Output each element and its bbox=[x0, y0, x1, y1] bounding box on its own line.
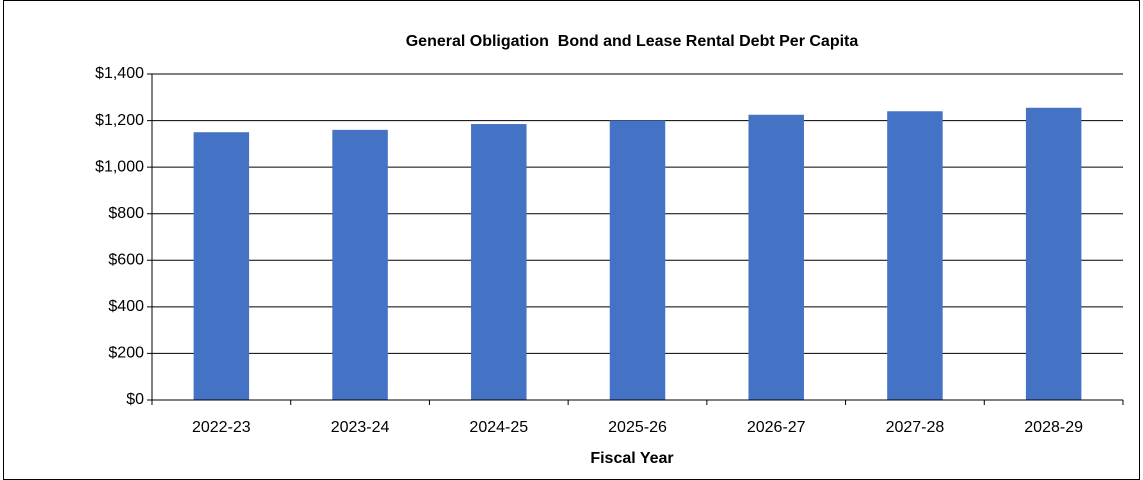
x-tick-label: 2023-24 bbox=[331, 419, 390, 436]
y-tick-label: $800 bbox=[108, 205, 144, 222]
x-tick-label: 2028-29 bbox=[1024, 419, 1083, 436]
bar bbox=[1025, 107, 1082, 400]
x-tick-label: 2027-28 bbox=[886, 419, 945, 436]
x-tick-label: 2022-23 bbox=[192, 419, 251, 436]
chart-border bbox=[3, 0, 1140, 480]
x-axis-title: Fiscal Year bbox=[590, 450, 673, 467]
chart-title: General Obligation Bond and Lease Rental… bbox=[406, 33, 859, 50]
y-tick-label: $600 bbox=[108, 252, 144, 269]
x-tick-label: 2025-26 bbox=[608, 419, 667, 436]
y-tick-label: $200 bbox=[108, 345, 144, 362]
bar bbox=[887, 111, 943, 400]
y-tick-label: $1,400 bbox=[95, 65, 144, 82]
bar bbox=[471, 124, 527, 401]
y-tick-label: $400 bbox=[108, 298, 144, 315]
bar bbox=[193, 132, 250, 400]
x-tick-label: 2024-25 bbox=[469, 419, 528, 436]
bar bbox=[748, 114, 804, 400]
bar bbox=[609, 120, 666, 401]
y-tick-label: $0 bbox=[126, 391, 144, 408]
bar bbox=[332, 129, 388, 400]
x-tick-label: 2026-27 bbox=[747, 419, 806, 436]
y-tick-label: $1,200 bbox=[95, 112, 144, 129]
y-tick-label: $1,000 bbox=[95, 158, 144, 175]
